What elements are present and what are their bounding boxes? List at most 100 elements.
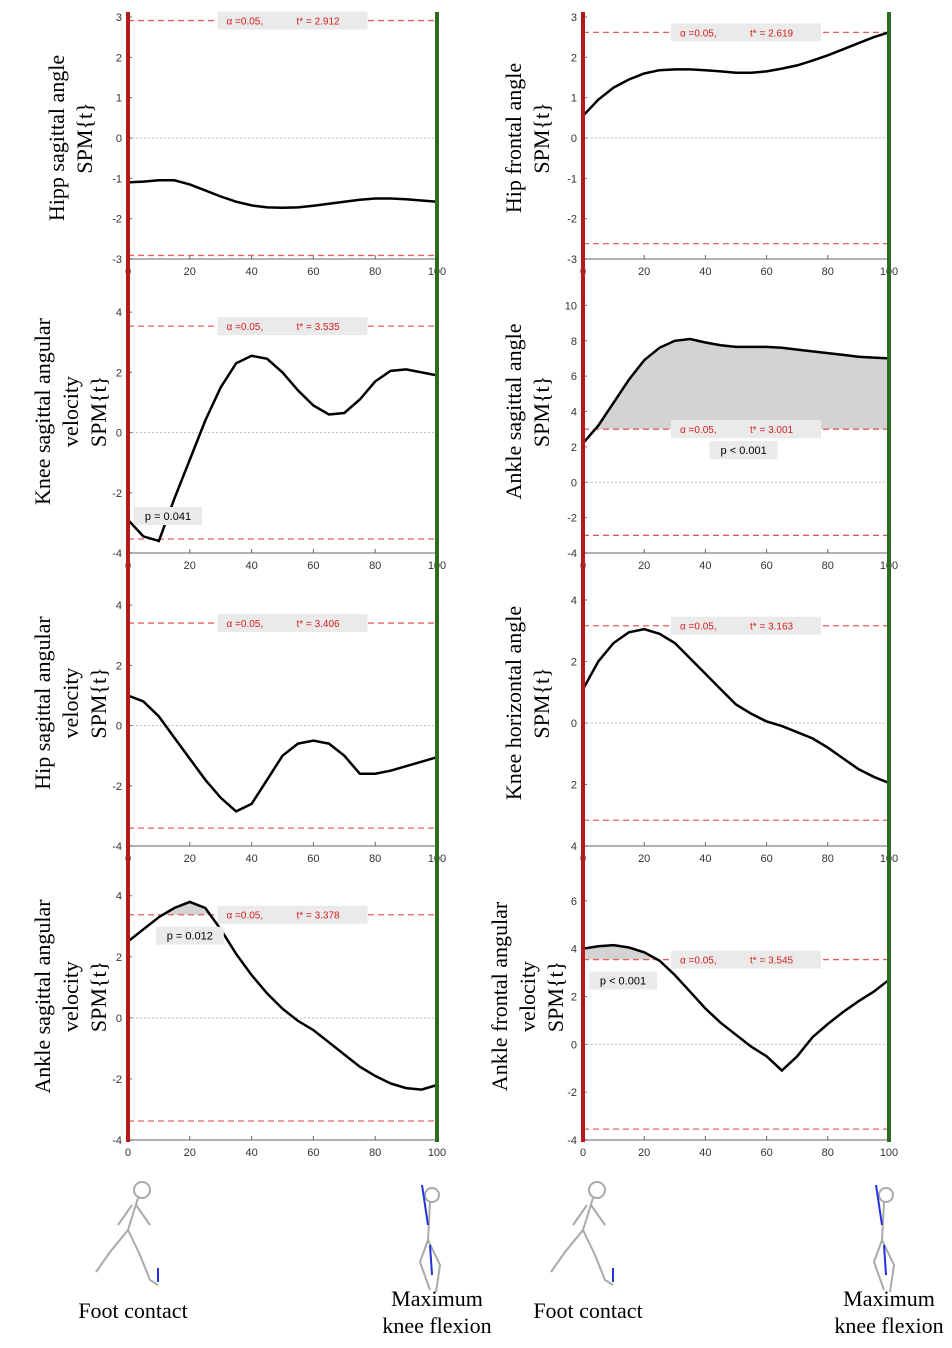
alpha-label: α =0.05,	[680, 425, 717, 436]
x-tick-label: 60	[307, 853, 319, 865]
y-tick-label: 0	[571, 133, 577, 145]
y-tick-label: 2	[116, 367, 122, 379]
x-tick-label: 100	[428, 1147, 446, 1159]
y-axis-label: SPM{t}	[86, 667, 111, 738]
y-axis-label: velocity	[58, 961, 83, 1032]
alpha-label: α =0.05,	[227, 619, 264, 630]
y-tick-label: 4	[116, 307, 122, 319]
y-tick-label: 4	[571, 595, 577, 607]
x-tick-label: 60	[760, 560, 772, 572]
y-tick-label: -4	[112, 1135, 122, 1147]
x-tick-label: 60	[760, 853, 772, 865]
y-axis-label: Knee sagittal angular	[30, 317, 55, 505]
y-tick-label: -4	[567, 548, 577, 560]
x-tick-label: 80	[369, 266, 381, 278]
panel: 42024020406080100α =0.05,t* = 3.163Knee …	[501, 595, 898, 865]
threshold-label: t* = 3.406	[297, 619, 341, 630]
y-tick-label: 0	[571, 718, 577, 730]
y-tick-label: 6	[571, 896, 577, 908]
y-tick-label: -1	[112, 173, 122, 185]
y-axis-label: Hipp sagittal angle	[44, 55, 69, 221]
threshold-label: t* = 3.378	[297, 911, 341, 922]
y-tick-label: -2	[112, 214, 122, 226]
x-tick-label: 40	[699, 560, 711, 572]
y-tick-label: 0	[116, 721, 122, 733]
y-axis-label: Ankle frontal angular	[487, 901, 512, 1091]
x-tick-label: 60	[307, 560, 319, 572]
y-tick-label: 2	[116, 52, 122, 64]
x-tick-label: 80	[822, 266, 834, 278]
threshold-label: t* = 3.545	[750, 956, 794, 967]
event-label: knee flexion	[834, 1313, 943, 1338]
x-tick-label: 0	[580, 1147, 586, 1159]
alpha-label: α =0.05,	[680, 956, 717, 967]
y-tick-label: 2	[571, 656, 577, 668]
panel: -4-20246810020406080100α =0.05,t* = 3.00…	[501, 300, 898, 572]
x-tick-label: 60	[760, 1147, 772, 1159]
y-tick-label: 4	[571, 944, 577, 956]
y-tick-label: -2	[112, 1074, 122, 1086]
x-tick-label: 20	[184, 853, 196, 865]
y-tick-label: 10	[565, 300, 577, 312]
y-axis-label: SPM{t}	[72, 102, 97, 173]
y-tick-label: 2	[571, 52, 577, 64]
spm-curve	[128, 180, 437, 208]
threshold-label: t* = 2.619	[750, 28, 794, 39]
y-tick-label: -2	[112, 781, 122, 793]
panel: -3-2-10123020406080100α =0.05,t* = 2.619…	[501, 12, 898, 278]
x-tick-label: 40	[699, 266, 711, 278]
event-label: Maximum	[843, 1286, 935, 1311]
alpha-label: α =0.05,	[227, 17, 264, 28]
y-axis-label: velocity	[58, 668, 83, 739]
x-tick-label: 40	[699, 853, 711, 865]
y-tick-label: -4	[112, 548, 122, 560]
x-tick-label: 20	[184, 1147, 196, 1159]
y-tick-label: -2	[567, 214, 577, 226]
y-axis-label: Ankle sagittal angular	[30, 899, 55, 1094]
x-tick-label: 80	[369, 1147, 381, 1159]
y-axis-label: Hip sagittal angular	[30, 616, 55, 790]
y-tick-label: 3	[116, 12, 122, 24]
y-axis-label: SPM{t}	[86, 961, 111, 1032]
y-tick-label: -3	[112, 254, 122, 266]
threshold-label: t* = 3.535	[297, 322, 341, 333]
x-tick-label: 40	[245, 1147, 257, 1159]
y-tick-label: 4	[571, 407, 577, 419]
spm-curve	[583, 32, 889, 116]
y-axis-label: SPM{t}	[529, 102, 554, 173]
y-axis-label: Ankle sagittal angle	[501, 324, 526, 500]
y-tick-label: 4	[571, 841, 577, 853]
alpha-label: α =0.05,	[227, 322, 264, 333]
threshold-label: t* = 2.912	[297, 17, 341, 28]
marker-vectors	[158, 1185, 886, 1282]
x-tick-label: 20	[184, 560, 196, 572]
y-tick-label: 4	[116, 600, 122, 612]
y-axis-label: SPM{t}	[529, 667, 554, 738]
y-tick-label: 1	[571, 93, 577, 105]
event-label: Maximum	[391, 1286, 483, 1311]
y-tick-label: 0	[116, 428, 122, 440]
p-label: p = 0.012	[167, 931, 213, 943]
skeleton-knee-flexion	[420, 1188, 894, 1292]
y-axis-label: SPM{t}	[86, 376, 111, 447]
y-tick-label: 2	[571, 442, 577, 454]
y-tick-label: -1	[567, 173, 577, 185]
y-axis-label: velocity	[515, 961, 540, 1032]
y-tick-label: 0	[571, 477, 577, 489]
y-tick-label: 8	[571, 336, 577, 348]
y-tick-label: 6	[571, 371, 577, 383]
y-tick-label: 2	[116, 952, 122, 964]
x-tick-label: 60	[307, 1147, 319, 1159]
x-tick-label: 60	[307, 266, 319, 278]
y-axis-label: SPM{t}	[529, 376, 554, 447]
x-tick-label: 80	[369, 560, 381, 572]
y-axis-label: velocity	[58, 376, 83, 447]
y-tick-label: 1	[116, 93, 122, 105]
x-tick-label: 20	[638, 853, 650, 865]
x-tick-label: 40	[699, 1147, 711, 1159]
